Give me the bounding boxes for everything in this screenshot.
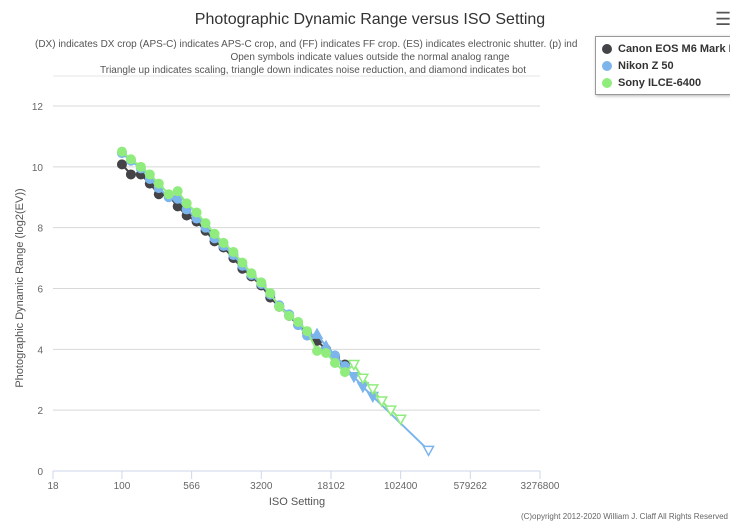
x-tick-label: 579262 xyxy=(454,481,488,492)
legend-marker xyxy=(602,77,612,88)
data-point[interactable] xyxy=(321,347,332,358)
data-point[interactable] xyxy=(191,207,202,218)
data-point[interactable] xyxy=(246,268,257,279)
data-point[interactable] xyxy=(329,350,340,361)
y-tick-label: 2 xyxy=(37,406,43,417)
x-tick-label: 18102 xyxy=(317,481,345,492)
data-point[interactable] xyxy=(163,189,174,200)
data-point[interactable] xyxy=(394,414,407,426)
legend: Canon EOS M6 Mark II Nikon Z 50 Sony ILC… xyxy=(595,36,730,95)
y-tick-label: 10 xyxy=(32,163,44,174)
data-point[interactable] xyxy=(302,326,313,337)
data-point[interactable] xyxy=(265,288,276,299)
data-point[interactable] xyxy=(200,218,211,229)
x-tick-label: 3276800 xyxy=(521,481,560,492)
menu-icon[interactable]: ☰ xyxy=(715,9,730,29)
chart-title: Photographic Dynamic Range versus ISO Se… xyxy=(195,11,545,28)
data-point[interactable] xyxy=(237,257,248,268)
data-point[interactable] xyxy=(384,405,397,417)
x-tick-label: 100 xyxy=(114,481,131,492)
x-tick-label: 18 xyxy=(47,481,59,492)
data-point[interactable] xyxy=(116,159,127,170)
x-tick-label: 102400 xyxy=(384,481,418,492)
y-axis-label: Photographic Dynamic Range (log2(EV)) xyxy=(14,188,26,387)
chart-subtitle-3: Triangle up indicates scaling, triangle … xyxy=(100,65,526,76)
legend-label: Sony ILCE-6400 xyxy=(618,76,702,89)
data-point[interactable] xyxy=(347,359,361,372)
legend-item-sony[interactable]: Sony ILCE-6400 xyxy=(596,74,730,91)
data-point[interactable] xyxy=(125,169,136,180)
data-point[interactable] xyxy=(181,198,192,209)
data-point[interactable] xyxy=(312,345,323,356)
data-point[interactable] xyxy=(329,358,340,369)
data-point[interactable] xyxy=(172,193,183,204)
data-point[interactable] xyxy=(144,169,155,180)
legend-item-canon[interactable]: Canon EOS M6 Mark II xyxy=(596,40,730,57)
data-point[interactable] xyxy=(274,301,285,312)
y-tick-label: 12 xyxy=(32,102,44,113)
data-point[interactable] xyxy=(228,247,239,257)
data-point[interactable] xyxy=(422,445,435,457)
data-point[interactable] xyxy=(135,161,146,172)
data-point[interactable] xyxy=(218,237,229,248)
data-point[interactable] xyxy=(209,228,220,239)
data-point[interactable] xyxy=(293,316,304,327)
legend-marker xyxy=(602,60,612,71)
series-sony-ilce-6400 xyxy=(116,146,407,426)
legend-marker xyxy=(602,43,612,54)
x-tick-label: 566 xyxy=(183,481,200,492)
legend-label: Canon EOS M6 Mark II xyxy=(618,42,730,55)
x-axis-label: ISO Setting xyxy=(269,496,325,508)
y-tick-label: 6 xyxy=(37,285,43,296)
data-point[interactable] xyxy=(347,371,361,384)
y-tick-label: 0 xyxy=(37,467,43,478)
data-point[interactable] xyxy=(172,201,183,212)
data-point[interactable] xyxy=(125,154,136,165)
data-point[interactable] xyxy=(356,373,370,385)
legend-item-nikon[interactable]: Nikon Z 50 xyxy=(596,57,730,74)
y-tick-label: 4 xyxy=(37,345,43,356)
y-tick-label: 8 xyxy=(37,224,43,235)
data-point[interactable] xyxy=(339,367,350,378)
chart-subtitle-2: Open symbols indicate values outside the… xyxy=(230,52,509,63)
copyright: (C)opyright 2012-2020 William J. Claff A… xyxy=(521,512,728,521)
chart-subtitle-1: (DX) indicates DX crop (APS-C) indicates… xyxy=(35,39,577,50)
data-point[interactable] xyxy=(284,310,295,321)
data-point[interactable] xyxy=(375,396,389,408)
data-point[interactable] xyxy=(366,384,380,396)
legend-label: Nikon Z 50 xyxy=(618,59,674,72)
data-point[interactable] xyxy=(310,327,324,339)
data-point[interactable] xyxy=(116,146,127,157)
data-point[interactable] xyxy=(256,277,267,288)
data-point[interactable] xyxy=(153,178,164,189)
x-tick-label: 3200 xyxy=(250,481,273,492)
data-point[interactable] xyxy=(172,186,183,197)
